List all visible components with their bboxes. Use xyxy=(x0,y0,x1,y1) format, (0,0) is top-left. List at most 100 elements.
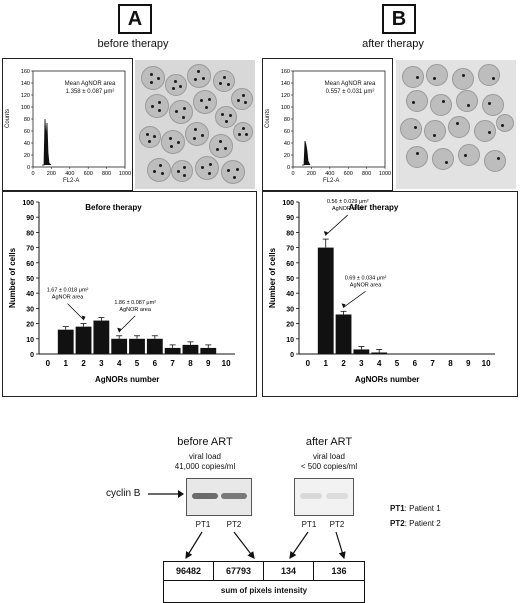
after-xtick-label: 9 xyxy=(466,359,471,368)
cell-image-blob xyxy=(171,160,193,182)
flow-a-xtick-label: 1000 xyxy=(119,171,131,177)
flow-b-xtick-label: 800 xyxy=(362,171,371,177)
agnor-dot xyxy=(207,98,211,102)
intensity-cell-2: 67793 xyxy=(214,562,264,581)
agnor-dot xyxy=(182,166,186,170)
flow-a-ytick-label: 40 xyxy=(24,141,30,147)
flow-b-xtick-label: 1000 xyxy=(379,171,391,177)
agnor-dot xyxy=(242,127,246,131)
blot-band-after-pt2 xyxy=(326,493,348,499)
blot-band-before-pt1 xyxy=(192,493,218,499)
before-xtick-label: 8 xyxy=(188,359,193,368)
before-bar-5 xyxy=(129,338,145,354)
before-xtick-label: 7 xyxy=(170,359,175,368)
agnor-dot xyxy=(228,114,232,118)
flow-b-ytick-label: 100 xyxy=(281,105,290,111)
agnor-dot xyxy=(442,100,446,104)
after-annotation-line2: AgNOR area xyxy=(350,282,382,288)
flow-annotation-before-line1: Mean AgNOR area xyxy=(64,81,116,87)
before-xtick-label: 9 xyxy=(206,359,211,368)
agnor-dot xyxy=(149,81,153,85)
flow-panel-after: 0 20 40 60 80 100 120 140 160 0 200 400 600 800 1000 … xyxy=(262,58,393,191)
agnor-dot xyxy=(218,81,222,85)
cell-image-blob xyxy=(221,160,245,184)
flow-a-ytick-label: 80 xyxy=(24,117,30,123)
bar-chart-panel-after: 0 10 20 30 40 50 60 70 80 90 100 0 1 2 3 4 5 6 7 8 9 10 After … xyxy=(262,191,518,397)
agnor-dot xyxy=(224,146,228,150)
cell-image-blob xyxy=(215,106,237,128)
flow-a-ytick-label: 120 xyxy=(21,93,30,99)
cell-image-blob xyxy=(139,126,161,148)
before-ytick-label: 90 xyxy=(26,215,34,222)
cell-image-blob xyxy=(145,94,169,118)
agnor-dot xyxy=(467,104,471,108)
after-ytick-label: 100 xyxy=(282,200,294,207)
cell-image-blob xyxy=(231,88,253,110)
after-xlabel: AgNORs number xyxy=(355,375,419,384)
blot-after-load-line1: viral load xyxy=(312,452,345,461)
flow-b-ytick-label: 60 xyxy=(284,129,290,135)
agnor-dot xyxy=(413,126,417,130)
cell-image-blob xyxy=(456,90,478,112)
blot-band-after-pt1 xyxy=(300,493,322,499)
agnor-dot xyxy=(183,173,187,177)
agnor-dot xyxy=(232,175,236,179)
before-ytick-label: 50 xyxy=(26,276,34,283)
after-ylabel: Number of cells xyxy=(268,247,277,308)
agnor-dot xyxy=(194,128,198,132)
cell-image-blob xyxy=(452,68,474,90)
cell-image-blob xyxy=(169,100,193,124)
cell-image-blob xyxy=(484,150,506,172)
before-ytick-label: 40 xyxy=(26,291,34,298)
agnor-dot xyxy=(461,73,465,77)
agnor-dot xyxy=(487,102,491,106)
after-ytick-label: 20 xyxy=(286,322,294,329)
after-xtick-label: 10 xyxy=(482,359,491,368)
agnor-dot xyxy=(179,84,183,88)
after-xtick-label: 8 xyxy=(448,359,453,368)
flow-a-ytick-label: 60 xyxy=(24,129,30,135)
before-ytick-label: 60 xyxy=(26,261,34,268)
agnor-dot xyxy=(183,107,187,111)
flow-b-ytick-label: 0 xyxy=(287,165,290,171)
flow-ylabel-after: Counts xyxy=(265,108,272,129)
agnor-dot xyxy=(151,105,155,109)
cell-image-blob xyxy=(209,134,233,158)
flow-b-xtick-label: 200 xyxy=(307,171,316,177)
flow-b-ytick-label: 120 xyxy=(281,93,290,99)
cell-image-blob xyxy=(496,114,514,132)
agnor-dot xyxy=(200,133,204,137)
lane-label-3: PT1 xyxy=(301,520,317,529)
agnor-dot xyxy=(176,170,180,174)
before-title: Before therapy xyxy=(85,203,142,212)
lane-label-4: PT2 xyxy=(329,520,345,529)
panel-letter-b: B xyxy=(382,4,416,34)
agnor-dot xyxy=(224,120,228,124)
after-ytick-label: 0 xyxy=(290,352,294,359)
flow-b-ytick-label: 80 xyxy=(284,117,290,123)
cell-image-blob xyxy=(193,90,217,114)
before-bar-9 xyxy=(200,347,217,354)
flow-histogram-after: 0 20 40 60 80 100 120 140 160 0 200 400 600 800 1000 xyxy=(281,69,391,177)
agnor-dot xyxy=(199,99,203,103)
after-xtick-label: 0 xyxy=(306,359,311,368)
blot-before-load-line1: viral load xyxy=(188,452,221,461)
flow-a-ytick-label: 0 xyxy=(27,165,30,171)
agnor-dot xyxy=(161,172,165,176)
after-ytick-label: 70 xyxy=(286,246,294,253)
cell-image-blob xyxy=(187,64,211,88)
flow-a-xtick-label: 0 xyxy=(31,171,34,177)
after-bar-3 xyxy=(353,349,370,354)
flow-a-ytick-label: 100 xyxy=(21,105,30,111)
cell-image-blob xyxy=(141,66,165,90)
agnor-dot xyxy=(496,156,500,160)
cell-image-blob xyxy=(195,156,219,180)
before-ytick-label: 70 xyxy=(26,246,34,253)
agnor-dot xyxy=(245,133,249,137)
before-bar-3 xyxy=(93,320,110,354)
flow-a-xtick-label: 800 xyxy=(102,171,111,177)
agnor-dot xyxy=(209,163,212,167)
agnor-dot xyxy=(491,76,495,80)
flow-b-ytick-label: 140 xyxy=(281,81,290,87)
before-ylabel: Number of cells xyxy=(8,247,17,308)
